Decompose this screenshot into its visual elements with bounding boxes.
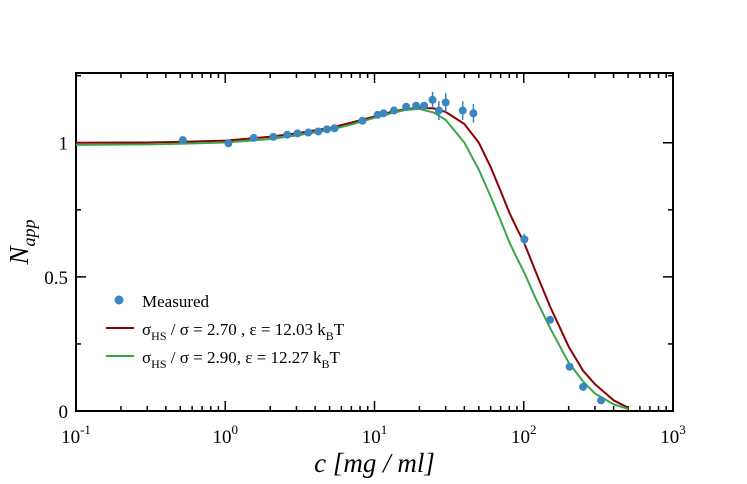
data-point [178,136,187,145]
data-point [469,109,478,118]
x-tick-label: 103 [660,422,686,448]
data-point [249,133,258,142]
data-point [441,98,450,107]
data-point [322,125,331,134]
data-point [314,127,323,136]
axis-ticks: 10-1 100 101 102 103 0 0.5 1 [44,73,686,448]
x-axis-title: c [mg / ml] [314,448,435,478]
x-tick-label: 102 [511,422,537,448]
x-tick-label: 100 [213,422,239,448]
measured-points [178,91,606,405]
x-tick-label: 101 [362,422,388,448]
legend-label-2: σHS / σ = 2.90, ε = 12.27 kBT [142,348,340,371]
y-tick-label: 0.5 [44,268,68,289]
data-point [224,139,233,148]
data-point [428,95,437,104]
data-point [304,128,313,137]
data-point [379,109,388,118]
fit-curve-2 [75,107,629,410]
data-point [402,102,411,111]
data-point [358,116,367,125]
y-axis-title: Napp [4,219,39,265]
x-tick-label: 10-1 [61,422,91,448]
data-point [565,362,574,371]
legend: Measured σHS / σ = 2.70 , ε = 12.03 kBT σH… [106,292,345,371]
data-point [412,101,421,110]
data-point [293,129,302,138]
legend-label-1: σHS / σ = 2.70 , ε = 12.03 kBT [142,320,345,343]
data-point [597,396,606,405]
data-point [283,130,292,139]
data-point [458,106,467,115]
data-point [330,124,339,133]
data-point [546,315,555,324]
data-point [420,101,429,110]
legend-label-0: Measured [142,292,210,311]
data-point [269,132,278,141]
data-point [579,382,588,391]
y-tick-label: 1 [59,134,69,155]
data-point [520,235,529,244]
data-point [389,106,398,115]
y-tick-label: 0 [59,402,69,423]
data-point [434,106,443,115]
legend-marker-measured [114,295,124,305]
